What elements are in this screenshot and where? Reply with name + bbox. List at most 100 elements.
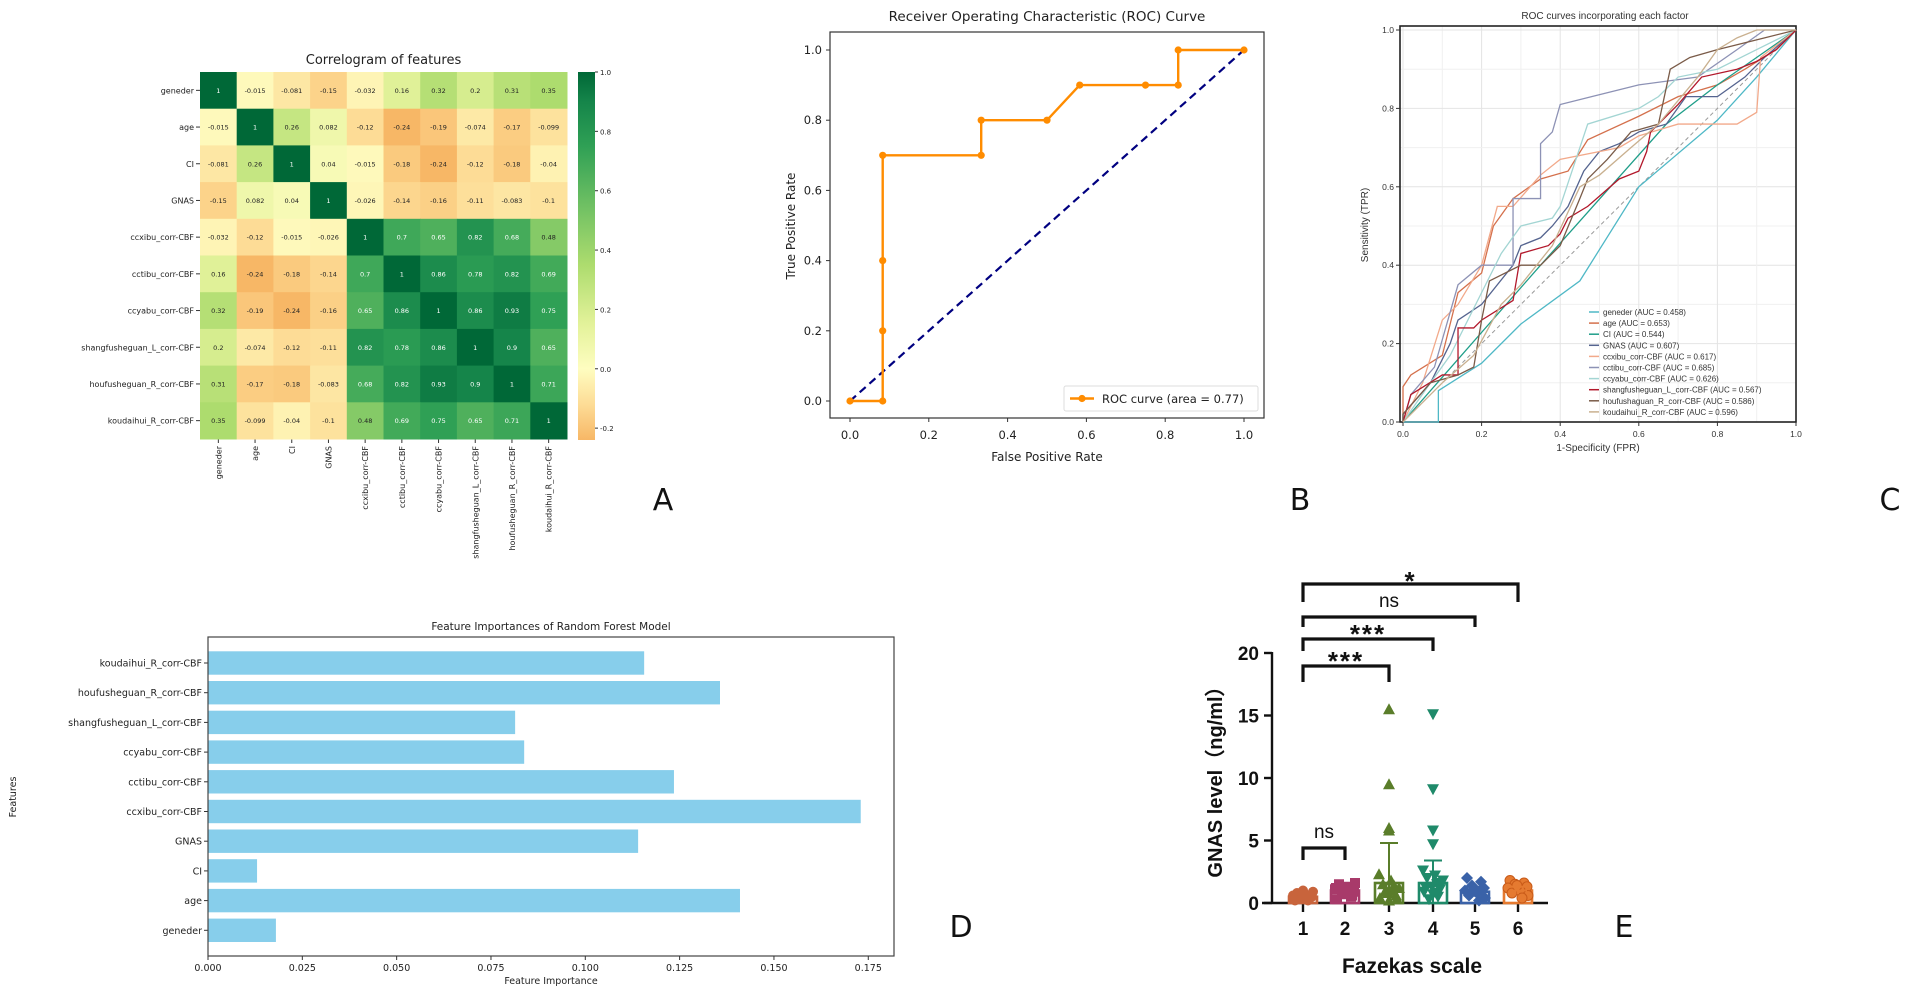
heatmap-cell [200,72,238,110]
significance-label: ns [1314,822,1334,843]
x-tick-label: 0.6 [1077,428,1095,442]
cell-value: 0.71 [541,380,555,388]
col-label: ccyabu_corr-CBF [435,446,444,513]
legend-label: GNAS (AUC = 0.607) [1603,341,1680,350]
roc-curve-line [1402,29,1797,423]
heatmap-cell [200,255,238,293]
heatmap-cell [456,292,495,330]
cell-value: 0.82 [468,234,482,242]
importance-bar [208,770,674,794]
cell-value: 1 [400,270,404,278]
heatmap-cell [310,365,348,403]
cell-value: -0.04 [283,417,300,425]
importance-bar [208,651,645,675]
heatmap-cell [456,182,495,220]
row-label: ccyabu_corr-CBF [128,307,195,316]
cell-value: -0.24 [247,270,264,278]
data-point [1374,892,1386,903]
x-tick-label: 0.4 [1554,429,1566,439]
heatmap-cell [383,328,421,367]
heatmap-cell [383,365,421,403]
heatmap-cell [273,402,311,440]
cell-value: -0.099 [245,417,266,425]
data-point [1421,873,1433,884]
significance-bracket [1301,615,1477,627]
significance-label: ns [1379,591,1399,612]
data-point [1427,825,1439,837]
heatmap-cell [310,182,348,220]
cell-value: -0.099 [538,124,559,132]
roc-point [1174,81,1182,89]
x-tick-label: 0.125 [666,963,693,974]
cell-value: 0.9 [470,380,480,388]
roc-point [879,327,887,335]
colorbar-tick-label: 0.2 [600,306,611,314]
cell-value: 0.31 [505,87,519,95]
data-point [1461,872,1473,884]
x-tick-label: 1 [1298,919,1309,940]
heatmap-cell [420,328,458,367]
cell-value: 1 [253,124,257,132]
y-tick-label: 0.2 [804,324,822,338]
heatmap-cell [200,218,238,256]
heatmap-cell [493,328,531,367]
chart-title: Receiver Operating Characteristic (ROC) … [889,9,1206,25]
cell-value: 0.26 [285,124,299,132]
cell-value: -0.015 [355,160,376,168]
cell-value: 0.32 [211,307,225,315]
feature-label: GNAS [175,837,202,848]
data-point [1420,883,1432,894]
x-tick-label: 0.8 [1156,428,1174,442]
heatmap-cell [236,328,274,367]
cell-value: 1 [326,197,330,205]
cell-value: -0.074 [465,124,486,132]
heatmap-cell [273,292,311,330]
cell-value: 0.82 [358,344,372,352]
roc-point [977,116,985,124]
colorbar-tick-label: -0.2 [600,425,614,433]
col-label: CI [288,446,297,454]
heatmap-cell [273,328,311,367]
data-point [1383,778,1395,790]
x-tick-label: 0.0 [841,428,859,442]
heatmap-cell [310,145,348,183]
legend-label: geneder (AUC = 0.458) [1603,308,1686,317]
heatmap-cell [493,365,531,403]
x-tick-label: 0.2 [1476,429,1488,439]
feature-label: age [184,896,202,907]
data-point [1516,892,1528,904]
roc-point [1174,46,1182,54]
heatmap-cell [273,218,311,256]
x-tick-label: 0.025 [289,963,316,974]
cell-value: -0.17 [247,380,264,388]
heatmap-cell [493,182,531,220]
cell-value: -0.15 [320,87,337,95]
col-label: houfusheguan_R_corr-CBF [508,446,517,551]
chance-diagonal-line [849,49,1245,402]
colorbar-tick-label: 0.8 [600,128,611,136]
cell-value: -0.18 [504,160,521,168]
col-label: shangfusheguan_L_corr-CBF [471,446,480,559]
heatmap-cell [530,328,568,367]
legend-label: age (AUC = 0.653) [1603,319,1670,328]
cell-value: 0.78 [395,344,409,352]
colorbar-tick-label: 0.4 [600,247,612,255]
data-point [1350,878,1360,888]
y-tick-label: 0.0 [804,394,822,408]
roc-curve-line [1402,29,1796,423]
feature-label: ccxibu_corr-CBF [126,807,202,818]
heatmap-cell [236,182,274,220]
heatmap-cell [310,328,348,367]
heatmap-cell [310,218,348,256]
y-tick-label: 0.0 [1382,417,1394,427]
cell-value: 0.68 [505,234,519,242]
y-axis-label: Sensitivity (TPR) [1360,188,1371,262]
chart-title: Correlogram of features [306,53,462,68]
cell-value: 0.32 [431,87,445,95]
cell-value: -0.17 [504,124,521,132]
row-label: GNAS [171,196,194,205]
plot-frame [207,636,895,957]
legend-label: shangfusheguan_L_corr-CBF (AUC = 0.567) [1603,386,1762,395]
cell-value: 0.65 [468,417,482,425]
